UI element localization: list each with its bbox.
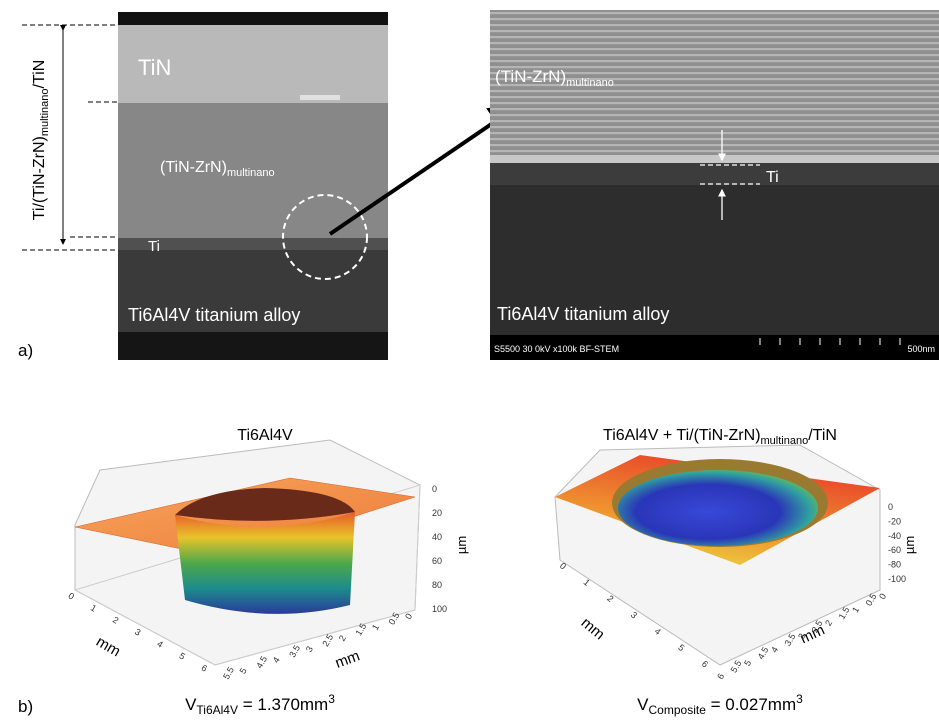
tick-label: 3	[133, 627, 142, 638]
tick-label: 6	[715, 672, 726, 681]
subscript: multinano	[566, 77, 614, 89]
plot-title: Ti6Al4V	[237, 427, 293, 444]
text: Ti/(TiN-ZrN)	[31, 136, 48, 220]
tick-label: 1	[850, 605, 861, 614]
tick-label: 0	[67, 591, 76, 602]
zoom-circle	[282, 194, 368, 280]
axis-label: mm	[333, 647, 362, 672]
tick-label: 3	[796, 632, 807, 641]
tick-label: 0	[403, 612, 414, 621]
tick-label: 60	[432, 556, 442, 566]
tick-label: 4	[271, 655, 282, 664]
tick-label: 0	[888, 502, 893, 512]
tick-label: 1	[89, 603, 98, 614]
text: (TiN-ZrN)	[495, 67, 566, 86]
text: = 1.370mm	[238, 695, 328, 714]
tick-label: 0	[877, 592, 888, 601]
tick-label: 5	[742, 658, 753, 667]
tick-label: 1	[370, 623, 381, 632]
scale-label: 500nm	[907, 344, 935, 354]
tick-label: 6	[200, 663, 209, 674]
subscript: multinano	[227, 167, 275, 179]
panel-label: a)	[18, 341, 33, 360]
axis-label: µm	[454, 536, 469, 554]
layer-label: (TiN-ZrN)multinano	[495, 67, 614, 89]
subscript: Composite	[649, 703, 707, 717]
superscript: 3	[328, 692, 335, 706]
tick-label: 0	[558, 561, 568, 572]
layer-label: Ti	[148, 238, 160, 255]
tick-label: 0	[432, 484, 437, 494]
layer-label: Ti6Al4V titanium alloy	[497, 304, 669, 324]
tick-label: 4.5	[254, 654, 269, 670]
tick-label: -100	[888, 574, 906, 584]
tick-label: 4	[769, 645, 780, 654]
volume-label: VTi6Al4V = 1.370mm3	[185, 692, 335, 717]
tick-label: 4	[653, 626, 663, 637]
subscript: multinano	[39, 88, 51, 136]
stack-label: Ti/(TiN-ZrN)multinano/TiN	[31, 60, 51, 221]
layer-label: Ti	[766, 169, 779, 186]
tick-label: 5.5	[221, 665, 236, 681]
text: = 0.027mm	[706, 695, 796, 714]
text: Ti6Al4V + Ti/(TiN-ZrN)	[603, 427, 760, 444]
sem-left: TiN (TiN-ZrN)multinano Ti Ti6Al4V titani…	[118, 12, 388, 360]
tick-label: -40	[888, 531, 901, 541]
plot-title: Ti6Al4V + Ti/(TiN-ZrN)multinano/TiN	[603, 427, 837, 447]
subscript: Ti6Al4V	[196, 703, 238, 717]
tick-label: 20	[432, 508, 442, 518]
tick-label: 2	[337, 633, 348, 642]
tick-label: 2	[111, 615, 120, 626]
text: (TiN-ZrN)	[160, 159, 227, 176]
tick-label: 100	[432, 604, 447, 614]
axis-label: mm	[578, 614, 608, 643]
axis-label: µm	[902, 536, 917, 554]
layer-label: TiN	[138, 55, 171, 80]
text: /TiN	[808, 427, 837, 444]
tick-label: 6	[700, 659, 710, 670]
text: /TiN	[31, 60, 48, 89]
stack-annotation	[22, 24, 118, 251]
tick-label: -20	[888, 516, 901, 526]
tick-label: 3.5	[287, 643, 302, 659]
tick-label: -80	[888, 560, 901, 570]
axis-label: mm	[93, 633, 123, 660]
tick-label: 5	[238, 666, 249, 675]
text: V	[185, 695, 197, 714]
tick-label: 5	[177, 651, 186, 662]
layer-label: Ti6Al4V titanium alloy	[128, 305, 300, 325]
tick-label: 3	[629, 610, 639, 621]
tick-label: 5.5	[729, 658, 744, 674]
text: V	[637, 695, 649, 714]
tick-label: 40	[432, 532, 442, 542]
tick-label: 4	[155, 639, 164, 650]
tick-label: 80	[432, 580, 442, 590]
tick-label: -60	[888, 545, 901, 555]
layer-label: (TiN-ZrN)multinano	[160, 159, 275, 179]
tick-label: 2	[823, 618, 834, 627]
stem-right: (TiN-ZrN)multinano Ti Ti6Al4V titanium a…	[490, 10, 939, 360]
superscript: 3	[796, 692, 803, 706]
panel-label: b)	[18, 697, 33, 716]
subscript: multinano	[761, 435, 809, 447]
tick-label: 3	[304, 644, 315, 653]
tick-label: 5	[676, 642, 686, 653]
zoom-arrow	[328, 103, 522, 236]
volume-label: VComposite = 0.027mm3	[637, 692, 803, 717]
tick-label: 1	[582, 577, 592, 588]
tick-label: 2	[605, 593, 615, 604]
plot-left: Ti6Al4V	[73, 427, 421, 666]
plot-right: Ti6Al4V + Ti/(TiN-ZrN)multinano/TiN	[554, 427, 881, 666]
info-bar: S5500 30 0kV x100k BF-STEM	[494, 344, 619, 354]
